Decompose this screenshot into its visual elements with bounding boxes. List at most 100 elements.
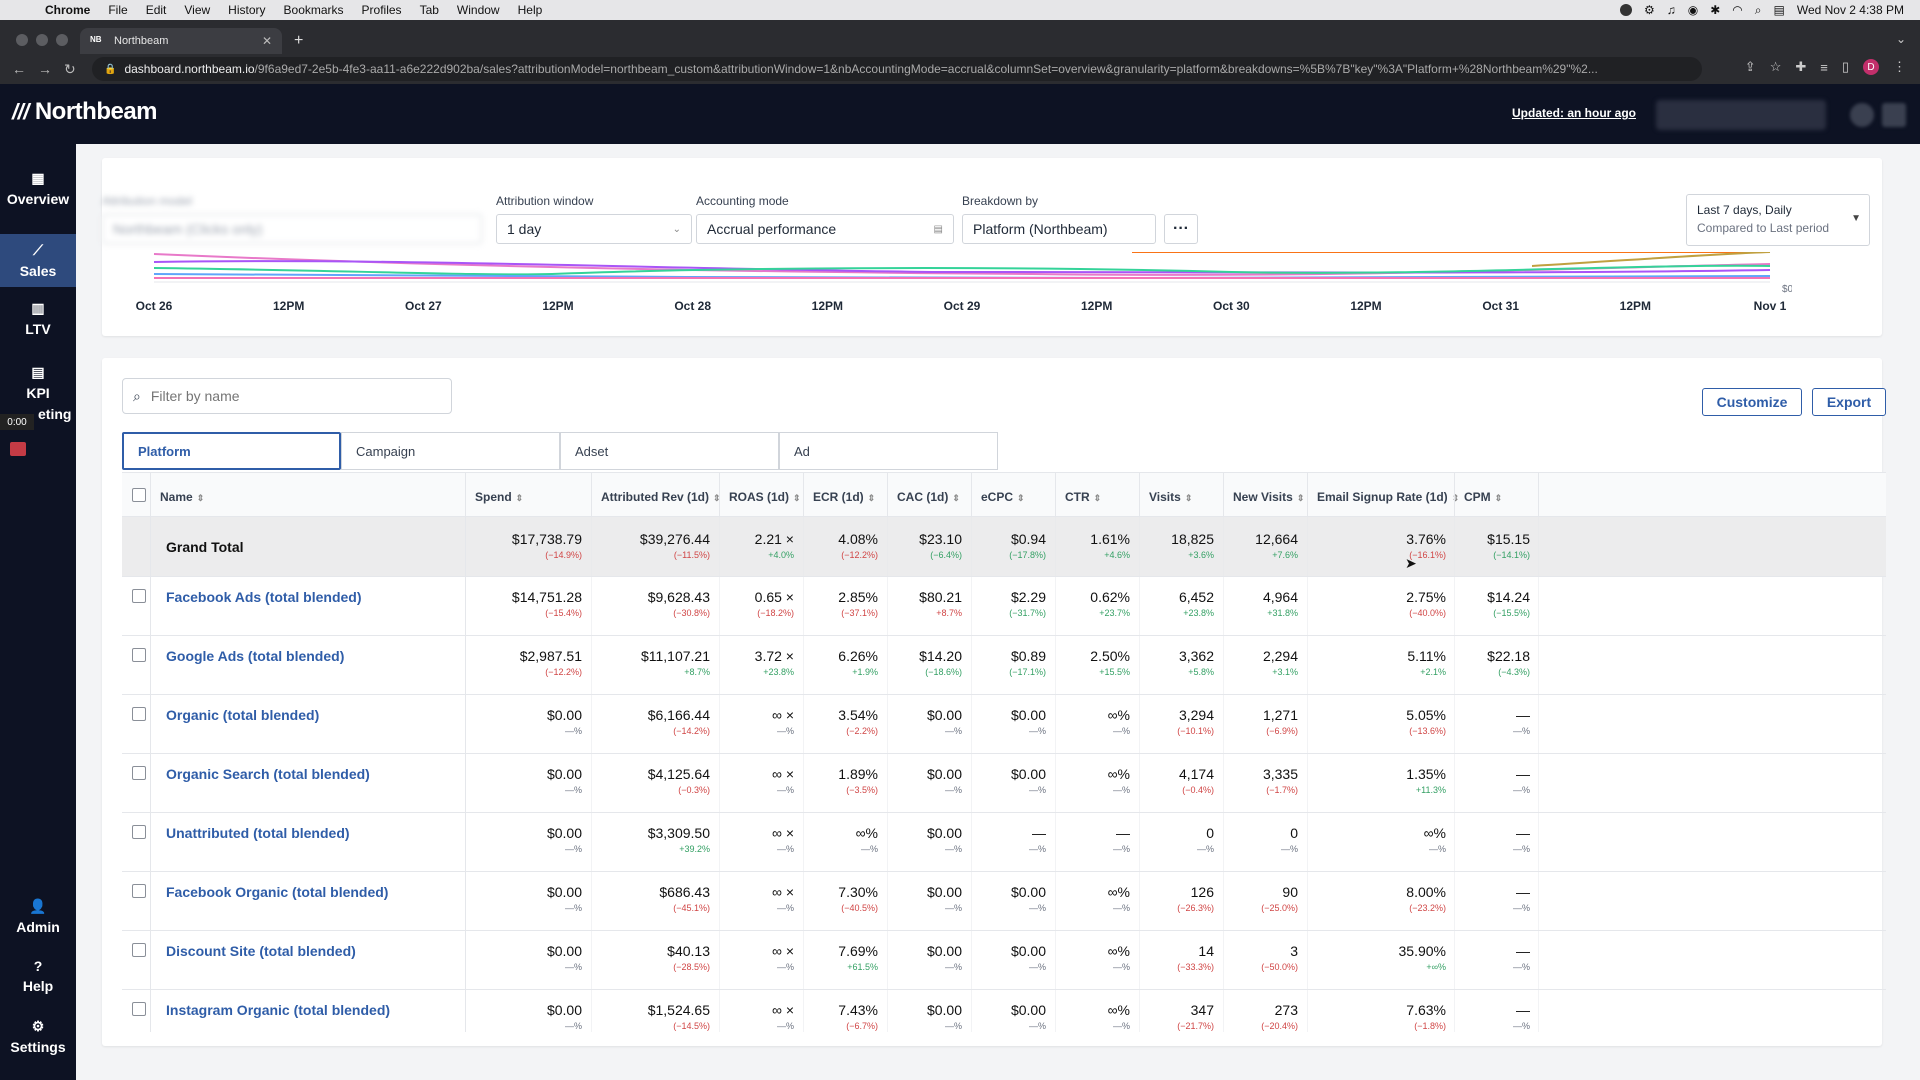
sort-icon[interactable]: ⇕ [867, 493, 876, 503]
platform-name-link[interactable]: Instagram Organic (total blended) [166, 1002, 391, 1018]
column-header[interactable]: ECR (1d) ⇕ [813, 490, 875, 504]
headphones-icon[interactable]: ♫ [1666, 3, 1676, 17]
menu-bookmarks[interactable]: Bookmarks [283, 3, 344, 17]
row-checkbox[interactable] [132, 589, 146, 603]
new-tab-icon[interactable]: + [294, 32, 304, 49]
sort-icon[interactable]: ⇕ [1451, 493, 1460, 503]
reading-list-icon[interactable]: ≡ [1820, 59, 1828, 75]
platform-name-link[interactable]: Google Ads (total blended) [166, 648, 345, 664]
tab-ad[interactable]: Ad [779, 432, 998, 470]
row-checkbox[interactable] [132, 943, 146, 957]
menu-edit[interactable]: Edit [145, 3, 167, 17]
menu-view[interactable]: View [184, 3, 211, 17]
updated-link[interactable]: Updated: an hour ago [1512, 106, 1636, 120]
breakdown-select[interactable]: Platform (Northbeam) [962, 214, 1156, 244]
close-tab-icon[interactable]: ✕ [261, 34, 272, 48]
bookmark-star-icon[interactable]: ☆ [1769, 59, 1782, 74]
attribution-window-select[interactable]: 1 day ⌄ [496, 214, 692, 244]
row-checkbox[interactable] [132, 707, 146, 721]
sidebar-item-overview[interactable]: ▦ Overview [0, 170, 76, 207]
zoom-window-icon[interactable] [56, 34, 68, 46]
chrome-menu-icon[interactable]: ⋮ [1893, 59, 1906, 74]
sort-icon[interactable]: ⇕ [1296, 493, 1305, 503]
user-menu-icon[interactable] [1882, 103, 1906, 127]
browser-tab[interactable]: NB Northbeam ✕ [80, 28, 282, 54]
wifi-icon[interactable]: ◠ [1732, 3, 1743, 17]
northbeam-logo[interactable]: /// Northbeam [12, 98, 158, 126]
address-bar[interactable]: 🔒 dashboard.northbeam.io /9f6a9ed7-2e5b-… [92, 57, 1702, 81]
row-checkbox[interactable] [132, 884, 146, 898]
record-icon[interactable]: ◉ [1687, 3, 1699, 17]
sort-icon[interactable]: ⇕ [1494, 493, 1503, 503]
sidebar-item-kpi[interactable]: ▤ KPI [0, 364, 76, 401]
column-header[interactable]: Name ⇕ [160, 490, 204, 504]
stop-recording-icon[interactable] [10, 442, 26, 456]
tab-search-chevron-icon[interactable]: ⌄ [1895, 32, 1906, 46]
row-checkbox[interactable] [132, 1002, 146, 1016]
forward-icon[interactable]: → [38, 61, 52, 77]
back-icon[interactable]: ← [12, 61, 26, 77]
export-button[interactable]: Export [1812, 388, 1886, 416]
column-header[interactable]: Spend ⇕ [475, 490, 523, 504]
platform-name-link[interactable]: Discount Site (total blended) [166, 943, 356, 959]
attribution-model-select[interactable]: Northbeam (Clicks only) [102, 214, 482, 244]
sidebar-item-sales[interactable]: ⟋ Sales [0, 234, 76, 287]
menu-file[interactable]: File [108, 3, 128, 17]
column-header[interactable]: Email Signup Rate (1d) ⇕ [1317, 490, 1459, 504]
minimize-window-icon[interactable] [36, 34, 48, 46]
row-checkbox[interactable] [132, 648, 146, 662]
menu-window[interactable]: Window [456, 3, 500, 17]
column-header[interactable]: Attributed Rev (1d) ⇕ [601, 490, 721, 504]
tab-adset[interactable]: Adset [560, 432, 779, 470]
platform-name-link[interactable]: Organic Search (total blended) [166, 766, 370, 782]
sort-icon[interactable]: ⇕ [515, 493, 524, 503]
platform-name-link[interactable]: Unattributed (total blended) [166, 825, 350, 841]
tab-platform[interactable]: Platform [122, 432, 341, 470]
sort-icon[interactable]: ⇕ [952, 493, 960, 503]
status-icon[interactable] [1619, 4, 1632, 16]
control-center-icon[interactable]: ▤ [1773, 3, 1785, 17]
menu-tab[interactable]: Tab [419, 3, 439, 17]
platform-name-link[interactable]: Facebook Ads (total blended) [166, 589, 362, 605]
accounting-mode-select[interactable]: Accrual performance ▤ [696, 214, 954, 244]
reload-icon[interactable]: ↻ [64, 60, 76, 77]
platform-name-link[interactable]: Facebook Organic (total blended) [166, 884, 389, 900]
gear-status-icon[interactable]: ⚙ [1643, 3, 1655, 17]
column-header[interactable]: New Visits ⇕ [1233, 490, 1304, 504]
menu-history[interactable]: History [228, 3, 266, 17]
sort-icon[interactable]: ⇕ [196, 493, 205, 503]
sort-icon[interactable]: ⇕ [793, 493, 801, 503]
column-header[interactable]: eCPC ⇕ [981, 490, 1025, 504]
sort-icon[interactable]: ⇕ [713, 493, 721, 503]
filter-input-field[interactable] [150, 388, 441, 404]
account-selector[interactable] [1656, 100, 1826, 130]
column-header[interactable]: ROAS (1d) ⇕ [729, 490, 801, 504]
extensions-icon[interactable]: ✚ [1795, 59, 1807, 74]
sort-icon[interactable]: ⇕ [1093, 493, 1102, 503]
column-header[interactable]: Visits ⇕ [1149, 490, 1192, 504]
sort-icon[interactable]: ⇕ [1184, 493, 1193, 503]
sidebar-item-ltv[interactable]: ▥ LTV [0, 300, 76, 337]
tab-campaign[interactable]: Campaign [341, 432, 560, 470]
column-header[interactable]: CPM ⇕ [1464, 490, 1502, 504]
sort-icon[interactable]: ⇕ [1017, 493, 1025, 503]
menubar-clock[interactable]: Wed Nov 2 4:38 PM [1796, 3, 1904, 17]
select-all-checkbox[interactable] [132, 488, 146, 502]
date-range-picker[interactable]: Last 7 days, Daily Compared to Last peri… [1686, 194, 1870, 246]
spotlight-icon[interactable]: ⌕ [1754, 2, 1762, 17]
filter-by-name-input[interactable]: ⌕ [122, 378, 452, 414]
sidebar-item-help[interactable]: ? Help [0, 958, 76, 994]
sidebar-item-settings[interactable]: ⚙ Settings [0, 1018, 76, 1055]
bluetooth-icon[interactable]: ✱ [1710, 3, 1721, 17]
column-header[interactable]: CTR ⇕ [1065, 490, 1101, 504]
sidepanel-icon[interactable]: ▯ [1841, 59, 1849, 74]
customize-button[interactable]: Customize [1702, 388, 1802, 416]
lock-icon[interactable]: 🔒 [104, 63, 117, 75]
column-header[interactable]: CAC (1d) ⇕ [897, 490, 960, 504]
menu-profiles[interactable]: Profiles [361, 3, 402, 17]
profile-avatar[interactable]: D [1863, 59, 1879, 75]
platform-name-link[interactable]: Organic (total blended) [166, 707, 320, 723]
close-window-icon[interactable] [16, 34, 28, 46]
sidebar-item-admin[interactable]: 👤 Admin [0, 898, 76, 935]
row-checkbox[interactable] [132, 825, 146, 839]
